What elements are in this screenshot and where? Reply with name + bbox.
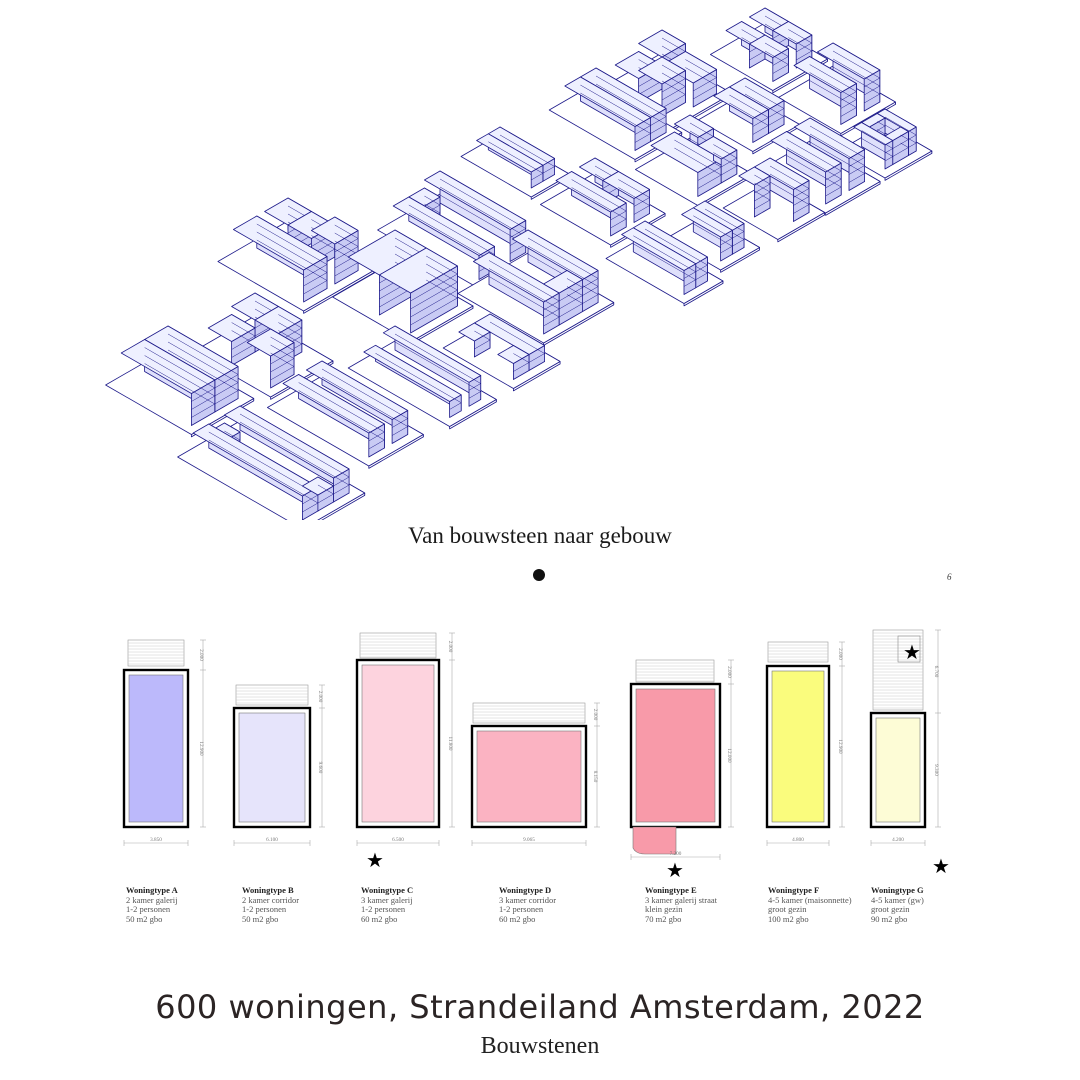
- plan-woningtype-f: 12.900 2.000 4.800: [765, 641, 845, 846]
- dim-top-label: 2.000: [317, 691, 323, 703]
- woningtype-detail-line: 1-2 personen: [499, 904, 544, 915]
- star-icon: ★: [666, 858, 684, 880]
- dim-width-label: 6.500: [392, 837, 404, 843]
- building-block-2: [599, 29, 733, 133]
- bullet-dot: [533, 569, 545, 581]
- woningtype-name: Woningtype G: [871, 885, 924, 895]
- dim-top-label: 2.000: [726, 666, 732, 678]
- dim-top-label: 2.000: [592, 709, 598, 721]
- dim-height-label: 9.300: [933, 764, 939, 776]
- woningtype-detail-line: 4-5 kamer (gw): [871, 894, 924, 905]
- plan-woningtype-d: 8.150 2.000 9.065: [470, 702, 600, 846]
- woningtype-detail-line: 3 kamer corridor: [499, 894, 557, 905]
- woningtype-name: Woningtype B: [242, 885, 294, 895]
- dim-height-label: 9.600: [317, 762, 323, 774]
- woningtype-detail-line: 4-5 kamer (maisonnette): [768, 894, 852, 905]
- dim-height-label: 12.900: [837, 739, 843, 754]
- building-block-17: [457, 229, 615, 346]
- dim-height-label: 12.900: [198, 741, 204, 756]
- woningtype-name: Woningtype D: [499, 885, 552, 895]
- woningtype-detail-line: 60 m2 gbo: [361, 913, 398, 924]
- dim-top-label: 2.000: [837, 648, 843, 660]
- woningtype-detail-line: 2 kamer galerij: [126, 894, 178, 905]
- woningtype-detail-line: 70 m2 gbo: [645, 913, 682, 924]
- building-block-4: [548, 67, 683, 163]
- dim-height-label: 8.150: [592, 771, 598, 783]
- page-title: 600 woningen, Strandeiland Amsterdam, 20…: [155, 988, 925, 1026]
- woningtype-detail-line: 1-2 personen: [361, 904, 406, 915]
- building-block-8: [635, 114, 753, 209]
- page-subtitle: Bouwstenen: [480, 1033, 600, 1059]
- woningtype-detail-line: 60 m2 gbo: [499, 913, 536, 924]
- woningtype-detail-line: 2 kamer corridor: [242, 894, 300, 905]
- star-icon: ★: [932, 854, 950, 878]
- woningtype-detail-line: 90 m2 gbo: [871, 913, 908, 924]
- building-block-10: [540, 157, 666, 248]
- woningtype-detail-line: 1-2 personen: [126, 904, 171, 915]
- dim-width-label: 6.100: [266, 837, 278, 843]
- woningtype-detail-line: 1-2 personen: [242, 904, 287, 915]
- woningtype-g-description: Woningtype G 4-5 kamer (gw) groot gezin 90 …: [871, 885, 924, 924]
- woningtype-detail-line: klein gezin: [645, 904, 683, 915]
- woningtype-detail-line: 3 kamer galerij straat: [645, 894, 717, 905]
- woningtype-detail-line: groot gezin: [768, 904, 807, 915]
- star-icon: ★: [366, 848, 384, 872]
- building-block-21: [347, 325, 497, 430]
- woningtype-detail-line: 3 kamer galerij: [361, 894, 413, 905]
- building-block-9: [755, 117, 881, 216]
- plan-woningtype-b: 9.600 2.000 6.100: [232, 684, 325, 846]
- building-block-18: [192, 292, 334, 400]
- star-icon: ★: [903, 640, 921, 664]
- dim-width-label: 3.850: [150, 837, 162, 843]
- dim-width-label: 4.800: [792, 837, 804, 843]
- isometric-building-blocks: [105, 7, 933, 520]
- plan-woningtype-a: 12.900 2.000 3.850: [122, 639, 206, 846]
- woningtype-f-description: Woningtype F 4-5 kamer (maisonnette) groot…: [768, 885, 852, 924]
- woningtype-name: Woningtype C: [361, 885, 414, 895]
- building-block-12: [722, 157, 825, 243]
- dim-top-label: 6.700: [933, 666, 939, 678]
- dim-width-label: 4.200: [892, 837, 904, 843]
- woningtype-detail-line: 100 m2 gbo: [768, 913, 809, 924]
- building-block-16: [332, 229, 474, 345]
- building-block-23: [177, 405, 366, 520]
- plan-woningtype-c: 11.800 2.000 6.500: [355, 632, 455, 846]
- page-number: 6: [947, 572, 952, 582]
- dim-height-label: 12.000: [726, 748, 732, 763]
- woningtype-detail-line: 50 m2 gbo: [126, 913, 163, 924]
- woningtype-name: Woningtype A: [126, 885, 178, 895]
- building-block-6: [837, 108, 933, 181]
- diagram-caption: Van bouwsteen naar gebouw: [408, 523, 672, 548]
- dim-width-label: 7.200: [670, 851, 682, 857]
- woningtype-name: Woningtype E: [645, 885, 697, 895]
- floor-plans: 12.900 2.000 3.850 9.600 2.000 6.100 11.800 2.0…: [122, 629, 950, 880]
- dim-top-label: 2.000: [198, 649, 204, 661]
- building-block-20: [105, 325, 255, 438]
- woningtype-name: Woningtype F: [768, 885, 820, 895]
- woningtype-detail-line: groot gezin: [871, 904, 910, 915]
- building-block-22: [266, 360, 424, 469]
- woningtype-detail-line: 50 m2 gbo: [242, 913, 279, 924]
- building-block-7: [460, 126, 571, 200]
- dim-height-label: 11.800: [447, 736, 453, 750]
- building-block-15: [605, 220, 724, 307]
- plan-woningtype-e: 12.000 2.000 7.200: [629, 659, 734, 860]
- building-block-14: [665, 200, 760, 273]
- building-block-19: [442, 313, 561, 392]
- dim-width-label: 9.065: [523, 837, 535, 843]
- plan-woningtype-g: 9.300 6.700 4.200: [869, 629, 941, 846]
- dim-top-label: 2.000: [447, 641, 453, 653]
- building-block-13: [217, 197, 375, 314]
- building-block-1: [710, 7, 828, 94]
